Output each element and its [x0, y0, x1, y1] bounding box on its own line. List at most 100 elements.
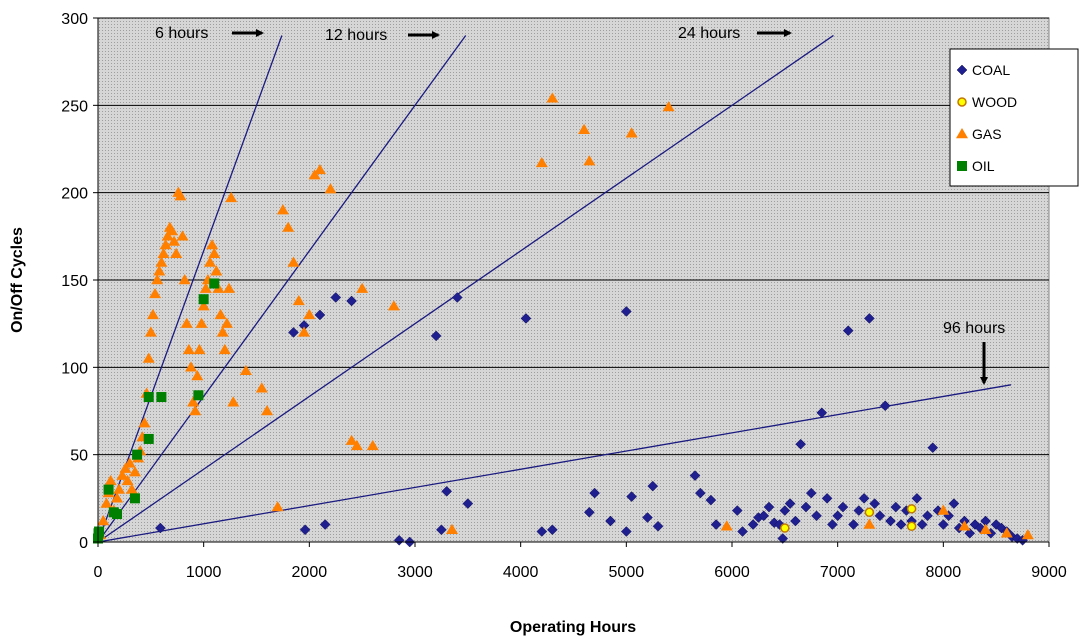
coal-point: [620, 306, 632, 317]
gas-point: [625, 127, 638, 138]
coal-point: [710, 519, 722, 530]
coal-point: [805, 487, 817, 499]
wood-point: [906, 504, 917, 514]
gas-point: [116, 469, 129, 480]
coal-point: [811, 510, 822, 522]
oil-point: [193, 390, 204, 401]
y-tick-label: 50: [70, 448, 88, 465]
gas-point: [578, 123, 591, 134]
gas-point: [104, 474, 117, 486]
coal-point: [694, 487, 706, 499]
gas-point: [184, 361, 197, 372]
gas-point: [125, 483, 138, 494]
wood-point: [780, 523, 790, 533]
legend: COAL WOOD GAS OIL: [949, 48, 1079, 187]
coal-point: [837, 501, 849, 513]
gas-point: [176, 230, 189, 241]
wood-point: [906, 521, 917, 532]
y-tick-label: 0: [79, 535, 88, 552]
gas-point: [979, 523, 992, 534]
gas-point: [662, 101, 675, 112]
coal-point: [536, 526, 548, 537]
gas-point: [292, 294, 305, 306]
gas-point: [100, 497, 113, 508]
gas-point: [138, 417, 151, 428]
gas-point: [159, 239, 172, 250]
oil-point: [209, 278, 220, 289]
gas-point: [583, 155, 596, 166]
gas-point: [151, 274, 164, 285]
gas-point: [350, 439, 363, 451]
coal-point: [895, 519, 907, 530]
x-tick-label: 4000: [503, 564, 539, 581]
coal-point: [330, 292, 342, 303]
oil-point: [143, 433, 154, 444]
reference-line-6h: [97, 35, 283, 543]
reference-label-24h: 24 hours: [678, 25, 740, 42]
coal-point: [832, 510, 844, 522]
x-axis-title: Operating Hours: [510, 619, 636, 636]
coal-point: [441, 485, 453, 497]
x-axis-ticks: 0 1000 2000 3000 4000 5000 6000 7000 8000 9000: [94, 541, 1067, 581]
coal-point: [874, 510, 886, 522]
coal-point: [737, 526, 748, 537]
gas-point: [155, 256, 168, 267]
gas-point: [1021, 529, 1034, 540]
gas-point: [199, 282, 212, 293]
coal-point: [731, 505, 743, 516]
coal-point: [605, 515, 616, 527]
reference-lines: [97, 34, 1012, 543]
gas-point: [1000, 527, 1013, 538]
reference-label-96h: 96 hours: [943, 320, 1005, 337]
gas-point: [225, 191, 238, 203]
gas-point: [298, 326, 311, 337]
gas-point: [182, 343, 195, 355]
gas-point: [261, 405, 274, 416]
coal-point: [816, 407, 828, 419]
coal-point: [927, 442, 939, 454]
coal-point: [589, 487, 600, 499]
gas-point: [345, 434, 358, 445]
coal-point: [777, 533, 789, 544]
coal-point: [827, 519, 838, 530]
gas-point: [189, 405, 202, 416]
gas-point: [271, 501, 284, 512]
x-tick-label: 6000: [714, 564, 750, 581]
coal-point: [800, 501, 812, 513]
gas-point: [220, 317, 233, 328]
gas-point: [308, 169, 321, 180]
coal-point: [393, 534, 405, 546]
gas-point: [227, 396, 240, 407]
gas-point: [535, 156, 548, 168]
gas-point: [206, 239, 219, 250]
y-tick-label: 100: [61, 360, 88, 377]
coal-point: [885, 515, 896, 527]
gas-point: [178, 274, 191, 285]
coal-point: [520, 313, 532, 324]
gas-point: [303, 308, 316, 320]
x-tick-label: 1000: [186, 564, 222, 581]
oil-point: [129, 493, 140, 504]
y-axis-ticks: 0 50 100 150 200 250 300: [61, 11, 99, 552]
legend-label-coal: COAL: [972, 62, 1010, 78]
gas-point: [97, 515, 110, 526]
coal-point: [853, 505, 865, 516]
gas-point: [113, 483, 126, 494]
legend-label-gas: GAS: [972, 126, 1002, 142]
gas-point: [193, 343, 206, 355]
gas-point: [356, 282, 369, 293]
coal-point: [288, 327, 299, 338]
y-tick-label: 200: [61, 186, 88, 203]
coal-point: [784, 498, 796, 509]
legend-marker-oil: [957, 161, 967, 171]
oil-point: [112, 509, 123, 520]
coal-point: [890, 501, 902, 513]
reference-line-12h: [97, 35, 467, 543]
gas-point: [366, 439, 379, 451]
coal-point: [879, 400, 891, 412]
legend-marker-gas: [956, 128, 968, 139]
coal-point: [964, 527, 976, 539]
coal-point: [154, 522, 166, 534]
gas-point: [287, 256, 300, 267]
